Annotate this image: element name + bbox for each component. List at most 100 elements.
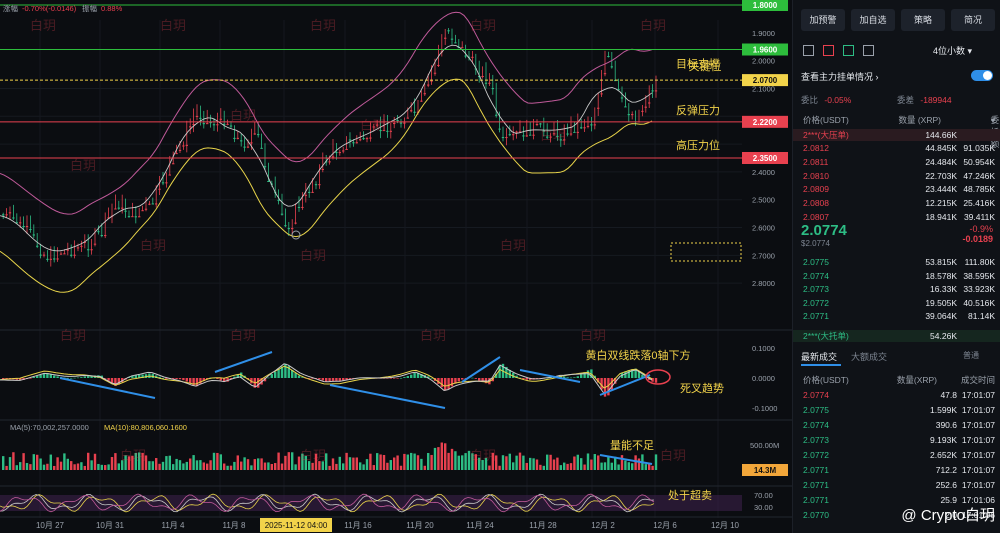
bid-row[interactable]: 2.0774 18.578K 38.595K [793, 270, 1000, 282]
candle-body [481, 76, 484, 78]
macd-bar [454, 378, 457, 384]
row-qty: 47.8 [940, 390, 957, 400]
volume-bar [335, 463, 338, 470]
ask-row[interactable]: 2.0808 12.215K 25.416K [793, 197, 1000, 209]
level-lines: 2.3500 高压力位 2.2200 反弹压力 2.0700 关键位 1.9600 目标支撑 1… [0, 0, 788, 262]
trade-row[interactable]: 2.0772 2.652K 17:01:07 [793, 449, 1000, 461]
decimals-select[interactable]: 4位小数 ▾ [933, 46, 973, 56]
candle-body [379, 130, 382, 132]
volume-bar [600, 462, 603, 470]
candle-body [185, 144, 188, 146]
macd-bar [457, 378, 460, 382]
trade-row[interactable]: 2.0774 47.8 17:01:07 [793, 389, 1000, 401]
trade-row[interactable]: 2.0770 2.0 17:01:06 [793, 509, 1000, 521]
candle-body [148, 203, 151, 205]
overview-button[interactable]: 简况 [951, 9, 995, 31]
volume-bar [104, 465, 107, 470]
trade-row[interactable]: 2.0771 25.9 17:01:06 [793, 494, 1000, 506]
tab-latest-trades[interactable]: 最新成交 [801, 352, 838, 362]
volume-bar [29, 464, 32, 470]
volume-bar [399, 465, 403, 470]
trend-arrow [329, 384, 446, 409]
bid-row[interactable]: 2.0775 53.815K 111.80K [793, 256, 1000, 268]
trade-row[interactable]: 2.0771 252.6 17:01:07 [793, 479, 1000, 491]
candle-body [512, 134, 515, 136]
candle-body [620, 97, 624, 99]
rsi-line-b [0, 493, 655, 513]
trade-row[interactable]: 2.0771 712.2 17:01:07 [793, 464, 1000, 476]
candle-body [216, 124, 219, 126]
macd-bar [518, 377, 522, 379]
trend-arrow [59, 377, 156, 399]
ask-row[interactable]: 2.0807 18.941K 39.411K [793, 211, 1000, 223]
book-bids-icon[interactable] [843, 45, 854, 56]
candle-body [318, 184, 321, 186]
trade-row[interactable]: 2.0773 9.193K 17:01:07 [793, 434, 1000, 446]
watchlist-button[interactable]: 加自选 [851, 9, 895, 31]
rsi-line-a [0, 493, 655, 513]
candle-body [590, 124, 593, 126]
macd-bar [654, 378, 658, 383]
main-order-link[interactable]: 查看主力挂单情况 › [801, 72, 879, 82]
volume-bar [291, 452, 294, 470]
trade-row[interactable]: 2.0774 390.6 17:01:07 [793, 419, 1000, 431]
macd-bar [73, 377, 76, 379]
ask-row[interactable]: 2.0809 23.444K 48.785K [793, 183, 1000, 195]
chart-watermark: 白玥 [660, 448, 686, 463]
volume-bar [124, 455, 127, 470]
trade-mode-select[interactable]: 普通 [963, 351, 979, 360]
strategy-button[interactable]: 策略 [901, 9, 945, 31]
ask-row[interactable]: 2.0811 24.484K 50.954K [793, 156, 1000, 168]
bid-row[interactable]: 2.0771 39.064K 81.14K [793, 310, 1000, 322]
volume-bar [447, 452, 450, 470]
chart-watermark: 白玥 [640, 18, 666, 33]
volume-bar [199, 460, 202, 470]
book-asks-icon[interactable] [823, 45, 834, 56]
ask-row[interactable]: 2.0810 22.703K 47.246K [793, 170, 1000, 182]
tab-large-trades[interactable]: 大额成交 [851, 352, 888, 362]
trend-arrow [461, 356, 501, 383]
row-price: 2.0771 [803, 465, 829, 475]
candle-body [175, 153, 178, 155]
book-both-icon[interactable] [803, 45, 814, 56]
candlesticks [2, 27, 658, 267]
candle-body [90, 249, 93, 251]
macd-bar [600, 378, 603, 390]
candle-body [396, 120, 399, 122]
alert-button[interactable]: 加预警 [801, 9, 845, 31]
bid-row[interactable]: 2.0773 16.33K 33.923K [793, 283, 1000, 295]
upper-band [0, 78, 653, 293]
price-chart[interactable]: 2.3500 高压力位 2.2200 反弹压力 2.0700 关键位 1.9600 目标支撑 1… [0, 0, 792, 533]
book-layout-icons[interactable] [801, 44, 891, 56]
book-depth-icon[interactable] [863, 45, 874, 56]
change-abs: -0.0189 [962, 234, 993, 244]
main-order-toggle[interactable] [971, 70, 993, 81]
candle-body [372, 126, 375, 128]
volume-bar [107, 464, 110, 470]
candle-body [280, 213, 284, 215]
book-amount-select[interactable]: 委托额 ▾ [990, 115, 1000, 149]
bid-row[interactable]: 2.0772 19.505K 40.516K [793, 297, 1000, 309]
candle-body [301, 206, 304, 208]
macd-bar [522, 378, 525, 380]
row-price: 2.0811 [803, 156, 829, 167]
candle-body [559, 139, 562, 141]
volume-bar [76, 463, 80, 470]
chart-watermark: 白玥 [360, 118, 386, 133]
row-amount: 17:01:07 [961, 435, 995, 445]
macd-bar [573, 377, 576, 378]
trade-row[interactable]: 2.0775 1.599K 17:01:07 [793, 404, 1000, 416]
row-price: 2.0810 [803, 170, 829, 181]
lower-band [0, 11, 653, 215]
row-amount: 17:01:07 [961, 450, 995, 460]
candle-body [580, 127, 583, 129]
macd-bar [178, 378, 182, 380]
candle-body [525, 135, 528, 137]
volume-bar [209, 460, 212, 470]
macd-bar [216, 378, 219, 379]
candle-body [365, 138, 369, 140]
candle-body [195, 115, 199, 117]
ask-row[interactable]: 2.0812 44.845K 91.035K [793, 142, 1000, 154]
volume-bar [620, 455, 624, 470]
volume-bar [535, 459, 539, 470]
